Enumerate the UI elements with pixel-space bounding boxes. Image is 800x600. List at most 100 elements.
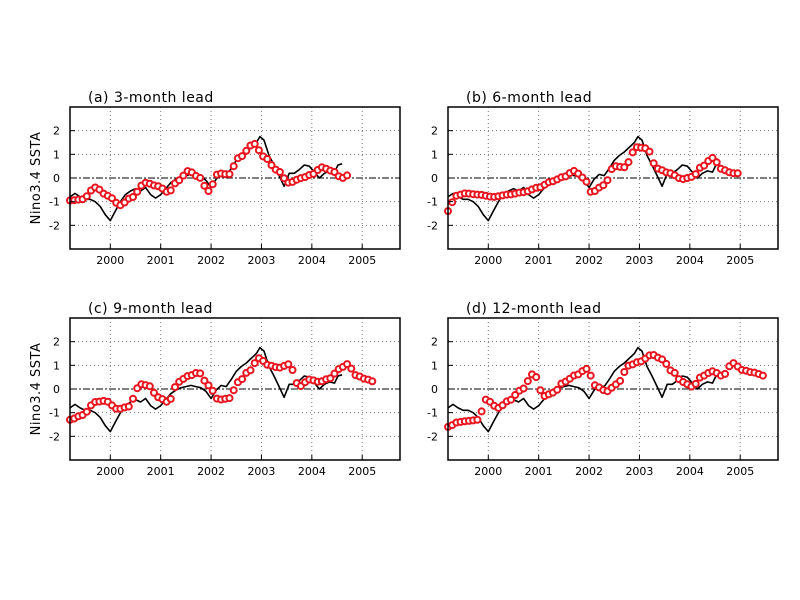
x-tick-label: 2001 <box>147 254 175 267</box>
y-tick-label: -2 <box>49 219 60 232</box>
x-tick-label: 2005 <box>726 465 754 478</box>
forecast-point <box>267 161 276 170</box>
y-tick-label: 0 <box>53 383 60 396</box>
y-tick-label: -2 <box>49 430 60 443</box>
x-tick-label: 2004 <box>298 465 326 478</box>
forecast-point <box>599 181 608 190</box>
forecast-series <box>444 351 767 431</box>
forecast-point <box>196 173 205 182</box>
forecast-point <box>519 384 528 393</box>
chart-panel-4: 2000 2001 2002 2003 2004 2005 -2 -1 0 1 2 (d) 12-mo… <box>427 301 779 478</box>
forecast-point <box>208 386 217 395</box>
y-tick-label: -2 <box>427 219 438 232</box>
forecast-point <box>175 176 184 185</box>
observed-line <box>69 135 343 222</box>
panel-title: (b) 6-month lead <box>466 90 592 106</box>
forecast-point <box>82 192 91 201</box>
y-tick-label: 1 <box>53 148 60 161</box>
panel-title: (a) 3-month lead <box>88 90 214 106</box>
forecast-point <box>246 366 255 375</box>
y-tick-label: 2 <box>431 336 438 349</box>
forecast-series <box>444 143 742 216</box>
forecast-point <box>628 148 637 157</box>
x-tick-label: 2002 <box>197 465 225 478</box>
forecast-point <box>204 381 213 390</box>
forecast-point <box>343 360 352 369</box>
forecast-point <box>553 385 562 394</box>
chart-panel-2: 2000 2001 2002 2003 2004 2005 -2 -1 0 1 2 (b) 6-mon… <box>427 90 779 267</box>
forecast-point <box>263 155 272 163</box>
forecast-point <box>250 139 259 148</box>
x-tick-label: 2002 <box>197 254 225 267</box>
forecast-point <box>645 147 654 156</box>
forecast-point <box>82 407 91 416</box>
forecast-point <box>150 388 158 397</box>
y-tick-label: -1 <box>427 196 438 209</box>
y-tick-label: -1 <box>427 407 438 420</box>
y-tick-label: -1 <box>49 407 60 420</box>
forecast-point <box>473 415 482 424</box>
x-tick-label: 2003 <box>247 254 275 267</box>
forecast-point <box>108 194 116 203</box>
forecast-point <box>225 394 234 403</box>
x-tick-label: 2005 <box>348 254 376 267</box>
forecast-point <box>507 395 515 404</box>
forecast-point <box>620 163 629 172</box>
forecast-point <box>523 377 532 386</box>
x-tick-label: 2000 <box>96 465 124 478</box>
y-tick-label: 1 <box>431 148 438 161</box>
forecast-point <box>670 368 679 377</box>
y-axis-label: Nino3.4 SSTA <box>29 343 44 436</box>
forecast-point <box>229 386 238 395</box>
forecast-point <box>208 180 217 189</box>
forecast-point <box>242 146 251 155</box>
x-tick-label: 2005 <box>348 465 376 478</box>
forecast-point <box>758 371 767 380</box>
forecast-point <box>532 373 541 382</box>
forecast-point <box>129 394 137 403</box>
forecast-point <box>620 368 629 376</box>
forecast-series <box>66 354 377 424</box>
y-tick-label: 1 <box>431 359 438 372</box>
forecast-point <box>582 177 591 186</box>
forecast-point <box>133 187 142 196</box>
forecast-point <box>624 158 633 167</box>
forecast-point <box>166 186 175 195</box>
forecast-point <box>200 181 209 190</box>
y-tick-label: 2 <box>431 125 438 138</box>
y-tick-label: 2 <box>53 125 60 138</box>
forecast-point <box>229 162 238 171</box>
forecast-point <box>477 407 486 416</box>
y-tick-label: 1 <box>53 359 60 372</box>
forecast-point <box>347 364 356 373</box>
forecast-point <box>712 158 721 167</box>
forecast-point <box>658 355 667 364</box>
forecast-point <box>662 359 671 368</box>
x-tick-label: 2002 <box>575 465 603 478</box>
y-tick-label: 0 <box>431 172 438 185</box>
chart-panel-3: 2000 2001 2002 2003 2004 2005 -2 -1 0 1 2 (c) 9-mon… <box>29 301 401 478</box>
forecast-point <box>368 377 377 386</box>
panel-title: (d) 12-month lead <box>466 301 601 317</box>
forecast-point <box>603 176 612 185</box>
forecast-point <box>448 198 457 207</box>
forecast-point <box>238 152 247 161</box>
y-axis-label: Nino3.4 SSTA <box>29 132 44 225</box>
forecast-point <box>196 369 205 378</box>
forecast-point <box>179 171 188 180</box>
x-tick-label: 2003 <box>625 254 653 267</box>
forecast-point <box>700 161 709 170</box>
forecast-point <box>649 159 658 168</box>
x-tick-label: 2000 <box>474 465 502 478</box>
forecast-point <box>330 369 339 378</box>
x-tick-label: 2003 <box>625 465 653 478</box>
forecast-point <box>225 170 234 179</box>
forecast-point <box>343 171 352 180</box>
forecast-point <box>733 169 742 178</box>
forecast-point <box>166 394 175 403</box>
y-tick-label: 0 <box>431 383 438 396</box>
x-tick-label: 2002 <box>575 254 603 267</box>
x-tick-label: 2004 <box>676 465 704 478</box>
forecast-point <box>721 369 730 378</box>
